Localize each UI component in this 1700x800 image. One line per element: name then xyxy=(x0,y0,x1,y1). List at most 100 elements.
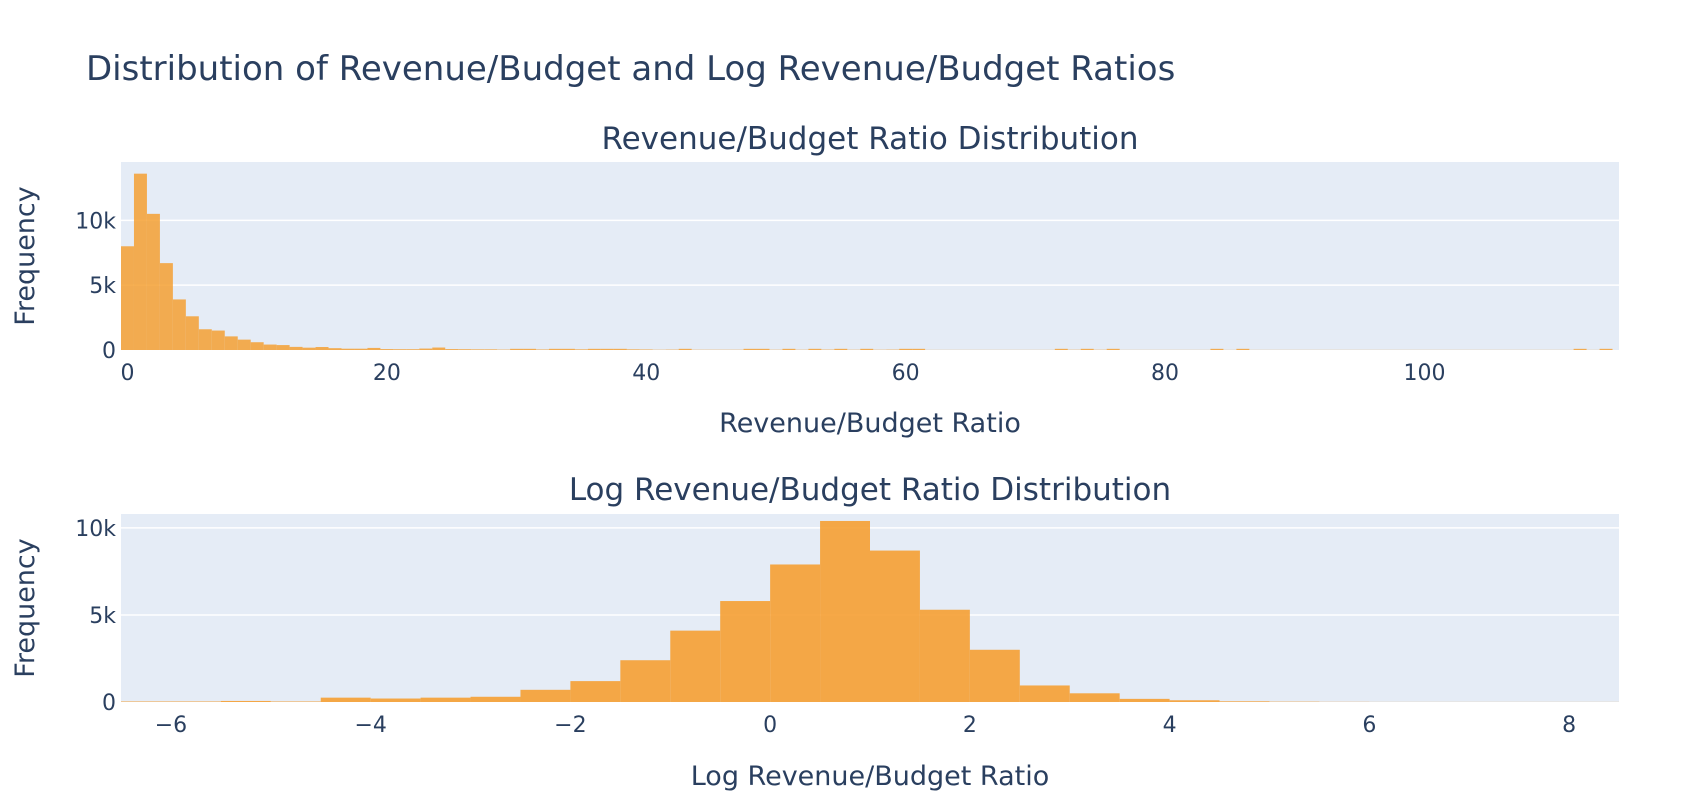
y-tick-labels: 0 5k 10k xyxy=(75,517,116,716)
histogram-bar xyxy=(670,630,721,702)
x-tick-label: −4 xyxy=(354,713,386,738)
y-tick-label: 5k xyxy=(89,274,116,299)
histogram-bar xyxy=(570,681,621,702)
x-tick-label: −6 xyxy=(155,713,187,738)
histogram-bar xyxy=(133,173,147,350)
histogram-bar xyxy=(159,263,173,350)
histogram-bar xyxy=(367,347,381,350)
histogram-bar xyxy=(458,349,472,350)
histogram-bar xyxy=(220,700,271,702)
histogram-bar xyxy=(1219,701,1270,702)
y-tick-label: 5k xyxy=(89,604,116,629)
histogram-bar xyxy=(121,246,134,350)
histogram-bar xyxy=(263,344,277,350)
histogram-bar xyxy=(626,349,640,350)
histogram-bar xyxy=(393,349,407,350)
plot-background xyxy=(121,162,1619,350)
histogram-bar xyxy=(276,345,290,350)
histogram-bar xyxy=(1106,348,1120,350)
histogram-bar xyxy=(756,348,770,350)
y-tick-label: 0 xyxy=(102,339,116,364)
histogram-bar xyxy=(1210,348,1224,350)
histogram-bar xyxy=(620,660,671,702)
histogram-bar xyxy=(520,689,571,702)
histogram-bar xyxy=(121,701,171,702)
histogram-bar xyxy=(328,348,342,350)
histogram-bar xyxy=(224,336,238,350)
x-tick-label: 4 xyxy=(1163,713,1177,738)
subplot-title: Log Revenue/Budget Ratio Distribution xyxy=(569,472,1171,508)
x-tick-label: −2 xyxy=(554,713,586,738)
histogram-bar xyxy=(302,347,316,350)
histogram-bar xyxy=(834,348,848,350)
histogram-bar xyxy=(561,348,575,350)
histogram-bar xyxy=(406,349,420,350)
histogram-bar xyxy=(600,348,614,350)
histogram-bar xyxy=(510,348,524,350)
x-axis-label: Log Revenue/Budget Ratio xyxy=(691,761,1050,792)
y-tick-label: 10k xyxy=(75,517,116,542)
histogram-bar xyxy=(743,348,757,350)
histogram-bar xyxy=(432,347,446,350)
histogram-bar xyxy=(1599,348,1613,350)
bar-series xyxy=(121,173,1613,350)
histogram-bar xyxy=(678,348,692,350)
histogram-bar xyxy=(445,349,459,350)
histogram-bar xyxy=(1169,700,1220,702)
histogram-bar xyxy=(470,696,521,702)
histogram-bar xyxy=(341,348,355,350)
histogram-bar xyxy=(1119,698,1170,702)
histogram-panel-log-ratio: 0 5k 10k −6 −4 −2 0 2 4 6 8 Log Revenue/Budget Ra… xyxy=(10,472,1619,792)
x-tick-label: 8 xyxy=(1562,713,1576,738)
histogram-bar xyxy=(536,349,549,350)
x-tick-label: 80 xyxy=(1151,361,1179,386)
histogram-bar xyxy=(523,348,537,350)
histogram-bar xyxy=(380,349,394,350)
y-axis-label: Frequency xyxy=(10,538,41,678)
histogram-bar xyxy=(782,348,796,350)
histogram-bar xyxy=(172,299,186,350)
histogram-bar xyxy=(1069,693,1120,702)
histogram-bar xyxy=(820,520,870,702)
histogram-bar xyxy=(211,330,225,350)
histogram-bar xyxy=(639,349,653,350)
subplot-title: Revenue/Budget Ratio Distribution xyxy=(601,121,1138,157)
y-tick-label: 0 xyxy=(102,691,116,716)
histogram-bar xyxy=(613,348,627,350)
gridlines xyxy=(121,219,1619,286)
histogram-bar xyxy=(1573,348,1587,350)
histogram-bar xyxy=(270,701,321,702)
x-tick-label: 0 xyxy=(763,713,777,738)
histogram-bar xyxy=(198,329,212,350)
histogram-bar xyxy=(250,342,264,350)
histogram-bar xyxy=(1019,685,1070,702)
x-tick-labels: −6 −4 −2 0 2 4 6 8 xyxy=(155,713,1576,738)
histogram-bar xyxy=(484,349,498,350)
histogram-panel-ratio: 0 5k 10k 0 20 40 60 80 100 Revenue/Budget Ratio… xyxy=(10,121,1619,439)
histogram-bar xyxy=(587,348,601,350)
histogram-bar xyxy=(1236,348,1250,350)
histogram-bar xyxy=(419,348,433,350)
histogram-bar xyxy=(320,697,371,702)
histogram-bar xyxy=(289,346,303,350)
histogram-bar xyxy=(170,701,221,702)
x-tick-label: 40 xyxy=(632,361,660,386)
histogram-bar xyxy=(315,347,329,350)
histogram-bar xyxy=(720,601,771,702)
histogram-bar xyxy=(370,698,421,702)
x-tick-label: 20 xyxy=(373,361,401,386)
x-tick-label: 60 xyxy=(892,361,920,386)
histogram-bar xyxy=(870,550,920,702)
y-tick-label: 10k xyxy=(75,209,116,234)
histogram-bar xyxy=(420,697,471,702)
x-tick-label: 0 xyxy=(120,361,134,386)
histogram-bar xyxy=(1054,348,1068,350)
histogram-bar xyxy=(808,348,822,350)
histogram-bar xyxy=(899,348,913,350)
y-tick-labels: 0 5k 10k xyxy=(75,209,116,364)
histogram-bar xyxy=(1080,348,1094,350)
histogram-bar xyxy=(237,339,251,350)
x-tick-labels: 0 20 40 60 80 100 xyxy=(120,361,1445,386)
x-axis-label: Revenue/Budget Ratio xyxy=(719,408,1021,439)
